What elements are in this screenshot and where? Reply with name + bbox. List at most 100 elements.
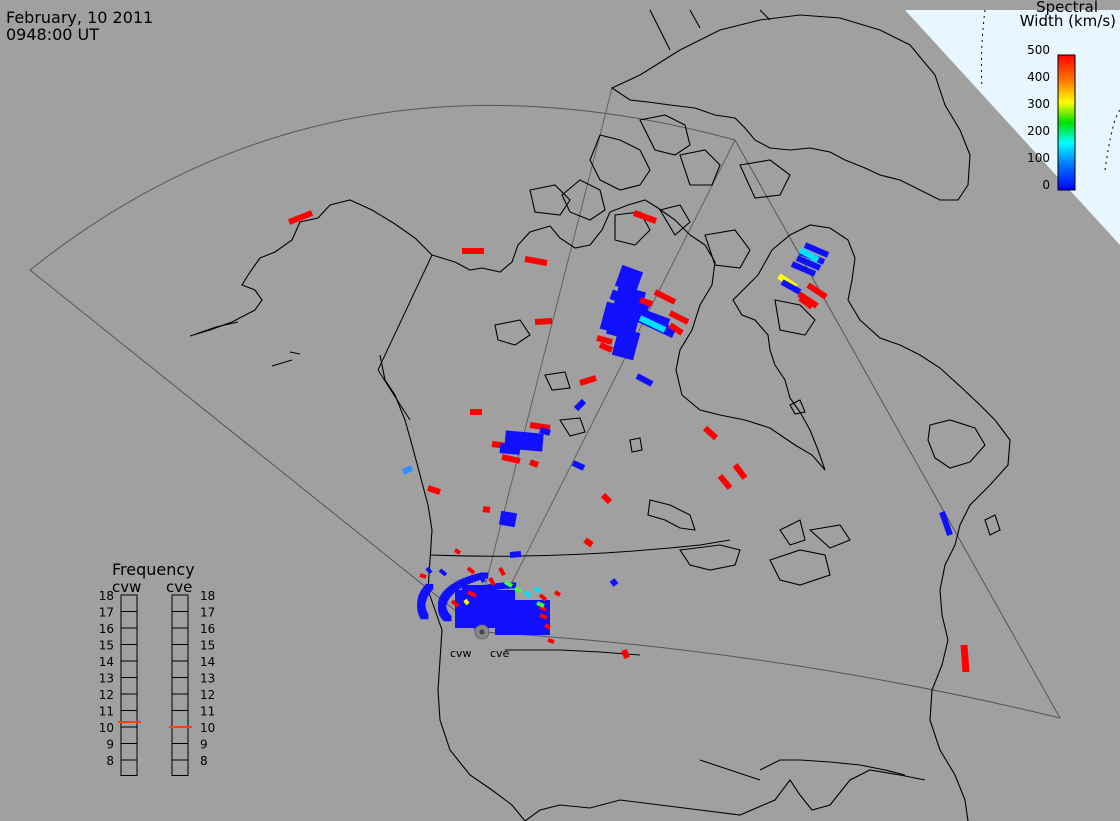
frequency-scale-label: 13 bbox=[99, 672, 114, 686]
frequency-scale-label: 11 bbox=[99, 705, 114, 719]
scatter-echo bbox=[513, 586, 523, 594]
frequency-scale-label: 13 bbox=[200, 672, 215, 686]
scatter-echo bbox=[571, 460, 586, 471]
scatter-echo bbox=[463, 598, 470, 606]
scatter-echo bbox=[480, 572, 489, 579]
scatter-echo bbox=[488, 577, 496, 586]
radar-label-west: cvw bbox=[450, 647, 472, 660]
beam-line bbox=[487, 139, 736, 631]
scatter-echo bbox=[534, 318, 553, 325]
frequency-scale-label: 16 bbox=[200, 622, 215, 636]
frequency-right-label: cve bbox=[166, 578, 193, 596]
scatter-echo bbox=[427, 485, 441, 495]
colorbar-tick: 400 bbox=[1027, 70, 1050, 84]
scatter-echo bbox=[547, 638, 555, 644]
frequency-scale-label: 17 bbox=[200, 606, 215, 620]
scatter-echo bbox=[635, 373, 654, 387]
frequency-scale-label: 9 bbox=[106, 738, 114, 752]
frequency-scale-label: 10 bbox=[99, 721, 114, 735]
scatter-echo bbox=[539, 613, 548, 620]
scatter-echo bbox=[717, 474, 733, 490]
scatter-echo bbox=[668, 310, 690, 325]
frequency-scale-label: 10 bbox=[200, 721, 215, 735]
scatter-echo bbox=[498, 510, 518, 528]
terminator-dotted-line-2 bbox=[1104, 109, 1120, 171]
radar-site-center bbox=[479, 629, 485, 635]
frequency-scale-label: 16 bbox=[99, 622, 114, 636]
frequency-scale-label: 8 bbox=[200, 754, 208, 768]
scatter-echo bbox=[599, 301, 629, 335]
scatter-echo bbox=[621, 648, 630, 660]
scatter-echo bbox=[543, 623, 552, 630]
scatter-echo bbox=[573, 398, 587, 412]
scatter-echo bbox=[939, 511, 953, 536]
colorbar-tick: 100 bbox=[1027, 151, 1050, 165]
scatter-echo bbox=[638, 315, 667, 333]
time-label: 0948:00 UT bbox=[6, 25, 100, 44]
scatter-echo bbox=[499, 443, 521, 455]
scatter-echo bbox=[611, 327, 641, 361]
frequency-title: Frequency bbox=[112, 560, 195, 579]
scatter-echo bbox=[524, 256, 548, 266]
scatter-echo bbox=[539, 427, 551, 436]
frequency-scale-label: 17 bbox=[99, 606, 114, 620]
coastlines bbox=[189, 9, 1011, 821]
colorbar-tick: 500 bbox=[1027, 43, 1050, 57]
scatter-echo bbox=[732, 463, 748, 480]
scatter-echo bbox=[482, 506, 491, 513]
scatter-echo bbox=[579, 375, 597, 386]
scatter-echo bbox=[498, 567, 506, 576]
scatter-echo bbox=[596, 335, 613, 345]
scatter-echo bbox=[401, 465, 414, 475]
scatter-echo bbox=[466, 566, 476, 575]
scatter-echo bbox=[523, 590, 532, 598]
scatter-echo bbox=[798, 295, 814, 310]
frequency-scale-cve bbox=[171, 594, 189, 776]
scatter-layer bbox=[287, 210, 970, 673]
radar-label-east: cve bbox=[490, 647, 510, 660]
scatter-echo bbox=[533, 586, 542, 594]
frequency-scale-label: 15 bbox=[99, 639, 114, 653]
scatter-echo bbox=[453, 548, 462, 555]
scatter-echo bbox=[798, 247, 820, 263]
frequency-scale-label: 14 bbox=[200, 655, 215, 669]
frequency-scale-label: 8 bbox=[106, 754, 114, 768]
scatter-echo bbox=[583, 537, 594, 548]
political-boundaries bbox=[377, 254, 761, 781]
scatter-echo bbox=[528, 459, 540, 468]
radar-field-of-view bbox=[29, 104, 1061, 719]
scatter-echo bbox=[438, 568, 448, 577]
scatter-echo bbox=[539, 605, 547, 612]
colorbar-tick: 0 bbox=[1042, 178, 1050, 192]
scatter-echo bbox=[653, 289, 677, 305]
frequency-scale-label: 11 bbox=[200, 705, 215, 719]
colorbar bbox=[1057, 54, 1076, 191]
frequency-scale-label: 18 bbox=[99, 589, 114, 603]
scatter-echo bbox=[790, 261, 817, 277]
scatter-echo bbox=[425, 566, 433, 575]
scatter-echo bbox=[598, 342, 614, 353]
scatter-echo bbox=[529, 422, 551, 431]
scatter-echo bbox=[509, 551, 522, 558]
scatter-echo bbox=[780, 279, 802, 295]
scatter-echo bbox=[450, 599, 460, 608]
terminator-dotted-line bbox=[980, 9, 986, 89]
scatter-echo bbox=[425, 583, 434, 590]
frequency-scale-label: 18 bbox=[200, 589, 215, 603]
date-label: February, 10 2011 bbox=[6, 8, 154, 27]
scatter-echo bbox=[478, 574, 486, 583]
colorbar-title-line2: Width (km/s) bbox=[1019, 12, 1116, 30]
scatter-echo bbox=[287, 210, 314, 225]
colorbar-tick: 200 bbox=[1027, 124, 1050, 138]
frequency-left-label: cvw bbox=[112, 578, 142, 596]
scatter-echo bbox=[960, 644, 970, 673]
scatter-echo bbox=[600, 492, 613, 505]
scatter-echo bbox=[806, 282, 828, 300]
scatter-echo bbox=[462, 585, 494, 600]
frequency-scales: 18 18 17 17 16 16 15 15 14 14 13 13 12 12 11 11 10 10 9 9 8 8 bbox=[99, 589, 215, 776]
scatter-echo bbox=[538, 593, 548, 602]
scatter-echo bbox=[553, 590, 562, 597]
scatter-echo bbox=[419, 573, 427, 579]
